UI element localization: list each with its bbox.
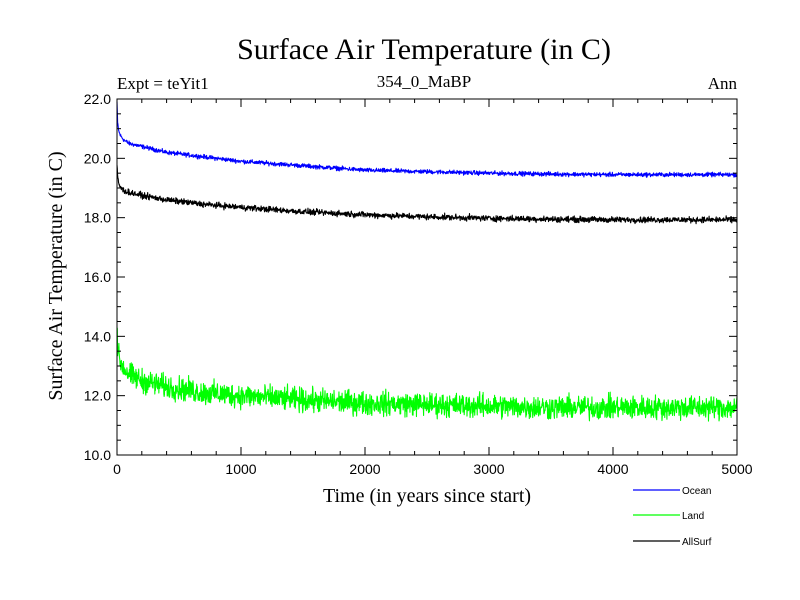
- y-tick-label: 16.0: [84, 269, 111, 285]
- series-line-ocean: [116, 101, 738, 178]
- series-line-allsurf: [116, 164, 738, 225]
- legend: Ocean Land AllSurf: [633, 486, 712, 548]
- y-tick-label: 22.0: [84, 91, 111, 107]
- x-tick-label: 0: [113, 461, 121, 477]
- y-tick-label: 10.0: [84, 447, 111, 463]
- experiment-label: Expt = teYit1: [117, 74, 209, 93]
- y-axis-label: Surface Air Temperature (in C): [45, 151, 67, 400]
- y-tick-label: 12.0: [84, 388, 111, 404]
- y-tick-label: 18.0: [84, 210, 111, 226]
- legend-label-ocean: Ocean: [682, 486, 711, 497]
- legend-label-land: Land: [682, 511, 704, 522]
- legend-label-allsurf: AllSurf: [682, 537, 712, 548]
- season-label: Ann: [708, 74, 738, 93]
- x-tick-label: 1000: [225, 461, 256, 477]
- chart-title: Surface Air Temperature (in C): [237, 33, 611, 66]
- y-tick-label: 14.0: [84, 328, 111, 344]
- x-tick-label: 3000: [473, 461, 504, 477]
- period-label: 354_0_MaBP: [377, 72, 471, 91]
- x-tick-label: 2000: [349, 461, 380, 477]
- y-tick-label: 20.0: [84, 150, 111, 166]
- x-tick-label: 5000: [721, 461, 752, 477]
- x-axis-label: Time (in years since start): [323, 485, 531, 507]
- series-line-land: [116, 327, 738, 422]
- series-layer: [116, 101, 738, 422]
- axes-layer: 0 1000 2000 3000 4000 5000 10.0 12.0 14.0 16.0 18.…: [84, 91, 753, 477]
- x-tick-label: 4000: [597, 461, 628, 477]
